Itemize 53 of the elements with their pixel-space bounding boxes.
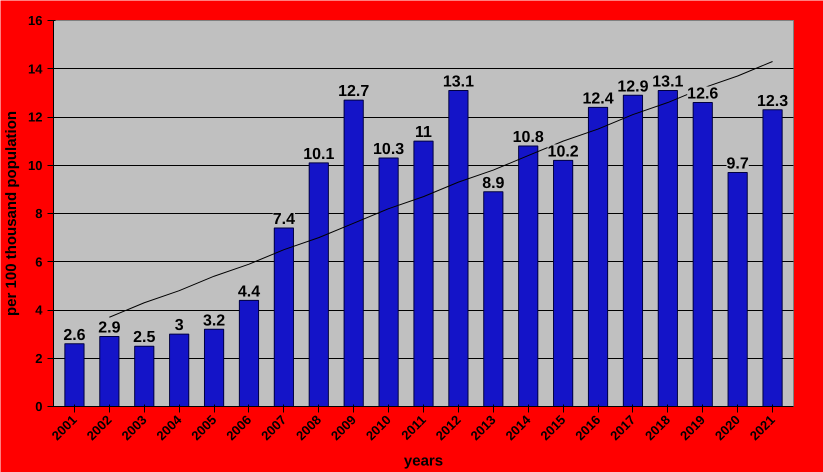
bar — [413, 140, 434, 406]
data-label: 3 — [174, 317, 184, 334]
y-tick-label: 16 — [28, 13, 43, 28]
y-tick-label: 0 — [35, 399, 43, 414]
bar — [308, 162, 329, 406]
bar — [169, 334, 190, 406]
bar — [238, 300, 260, 406]
y-tick-label: 6 — [35, 254, 43, 270]
data-label: 2.5 — [133, 329, 156, 346]
y-axis-title: per 100 thousand population — [3, 110, 20, 316]
bar — [622, 94, 644, 406]
data-label: 13.1 — [652, 73, 684, 90]
y-tick-label: 8 — [35, 206, 43, 221]
bar — [99, 336, 120, 406]
data-label: 4.4 — [238, 283, 260, 300]
y-tick-label: 10 — [28, 158, 43, 173]
data-label: 12.7 — [338, 83, 370, 100]
y-tick-label: 14 — [28, 61, 44, 76]
data-label: 13.1 — [442, 73, 474, 90]
bar — [762, 109, 783, 406]
data-label: 10.3 — [373, 141, 404, 158]
data-label: 12.3 — [756, 92, 788, 110]
bar — [134, 346, 154, 406]
data-label: 8.9 — [482, 174, 505, 192]
data-label: 2.9 — [98, 320, 121, 337]
bar — [378, 158, 399, 406]
data-label: 12.4 — [582, 90, 614, 108]
data-label: 9.7 — [726, 155, 749, 172]
x-axis-title: years — [404, 452, 444, 470]
bar — [692, 102, 713, 406]
y-tick-label: 4 — [35, 302, 44, 318]
bar — [344, 100, 364, 406]
bar — [658, 90, 678, 406]
bar — [483, 191, 504, 406]
data-label: 7.4 — [272, 210, 296, 228]
data-label: 12.6 — [687, 86, 718, 103]
y-tick-label: 2 — [35, 350, 43, 366]
bar — [588, 106, 608, 406]
data-label: 3.2 — [202, 312, 226, 330]
data-label: 10.1 — [303, 146, 334, 163]
data-label: 10.8 — [512, 128, 544, 146]
data-label: 11 — [415, 124, 432, 142]
bar — [204, 328, 224, 406]
bar — [553, 160, 574, 406]
data-label: 10.2 — [548, 143, 579, 160]
data-label: 2.6 — [63, 326, 86, 344]
bar — [274, 227, 294, 406]
data-label: 12.9 — [617, 78, 649, 96]
bar — [64, 343, 85, 406]
bar — [728, 172, 748, 406]
bar — [518, 145, 538, 406]
y-tick-label: 12 — [28, 110, 43, 124]
bar — [448, 90, 469, 406]
